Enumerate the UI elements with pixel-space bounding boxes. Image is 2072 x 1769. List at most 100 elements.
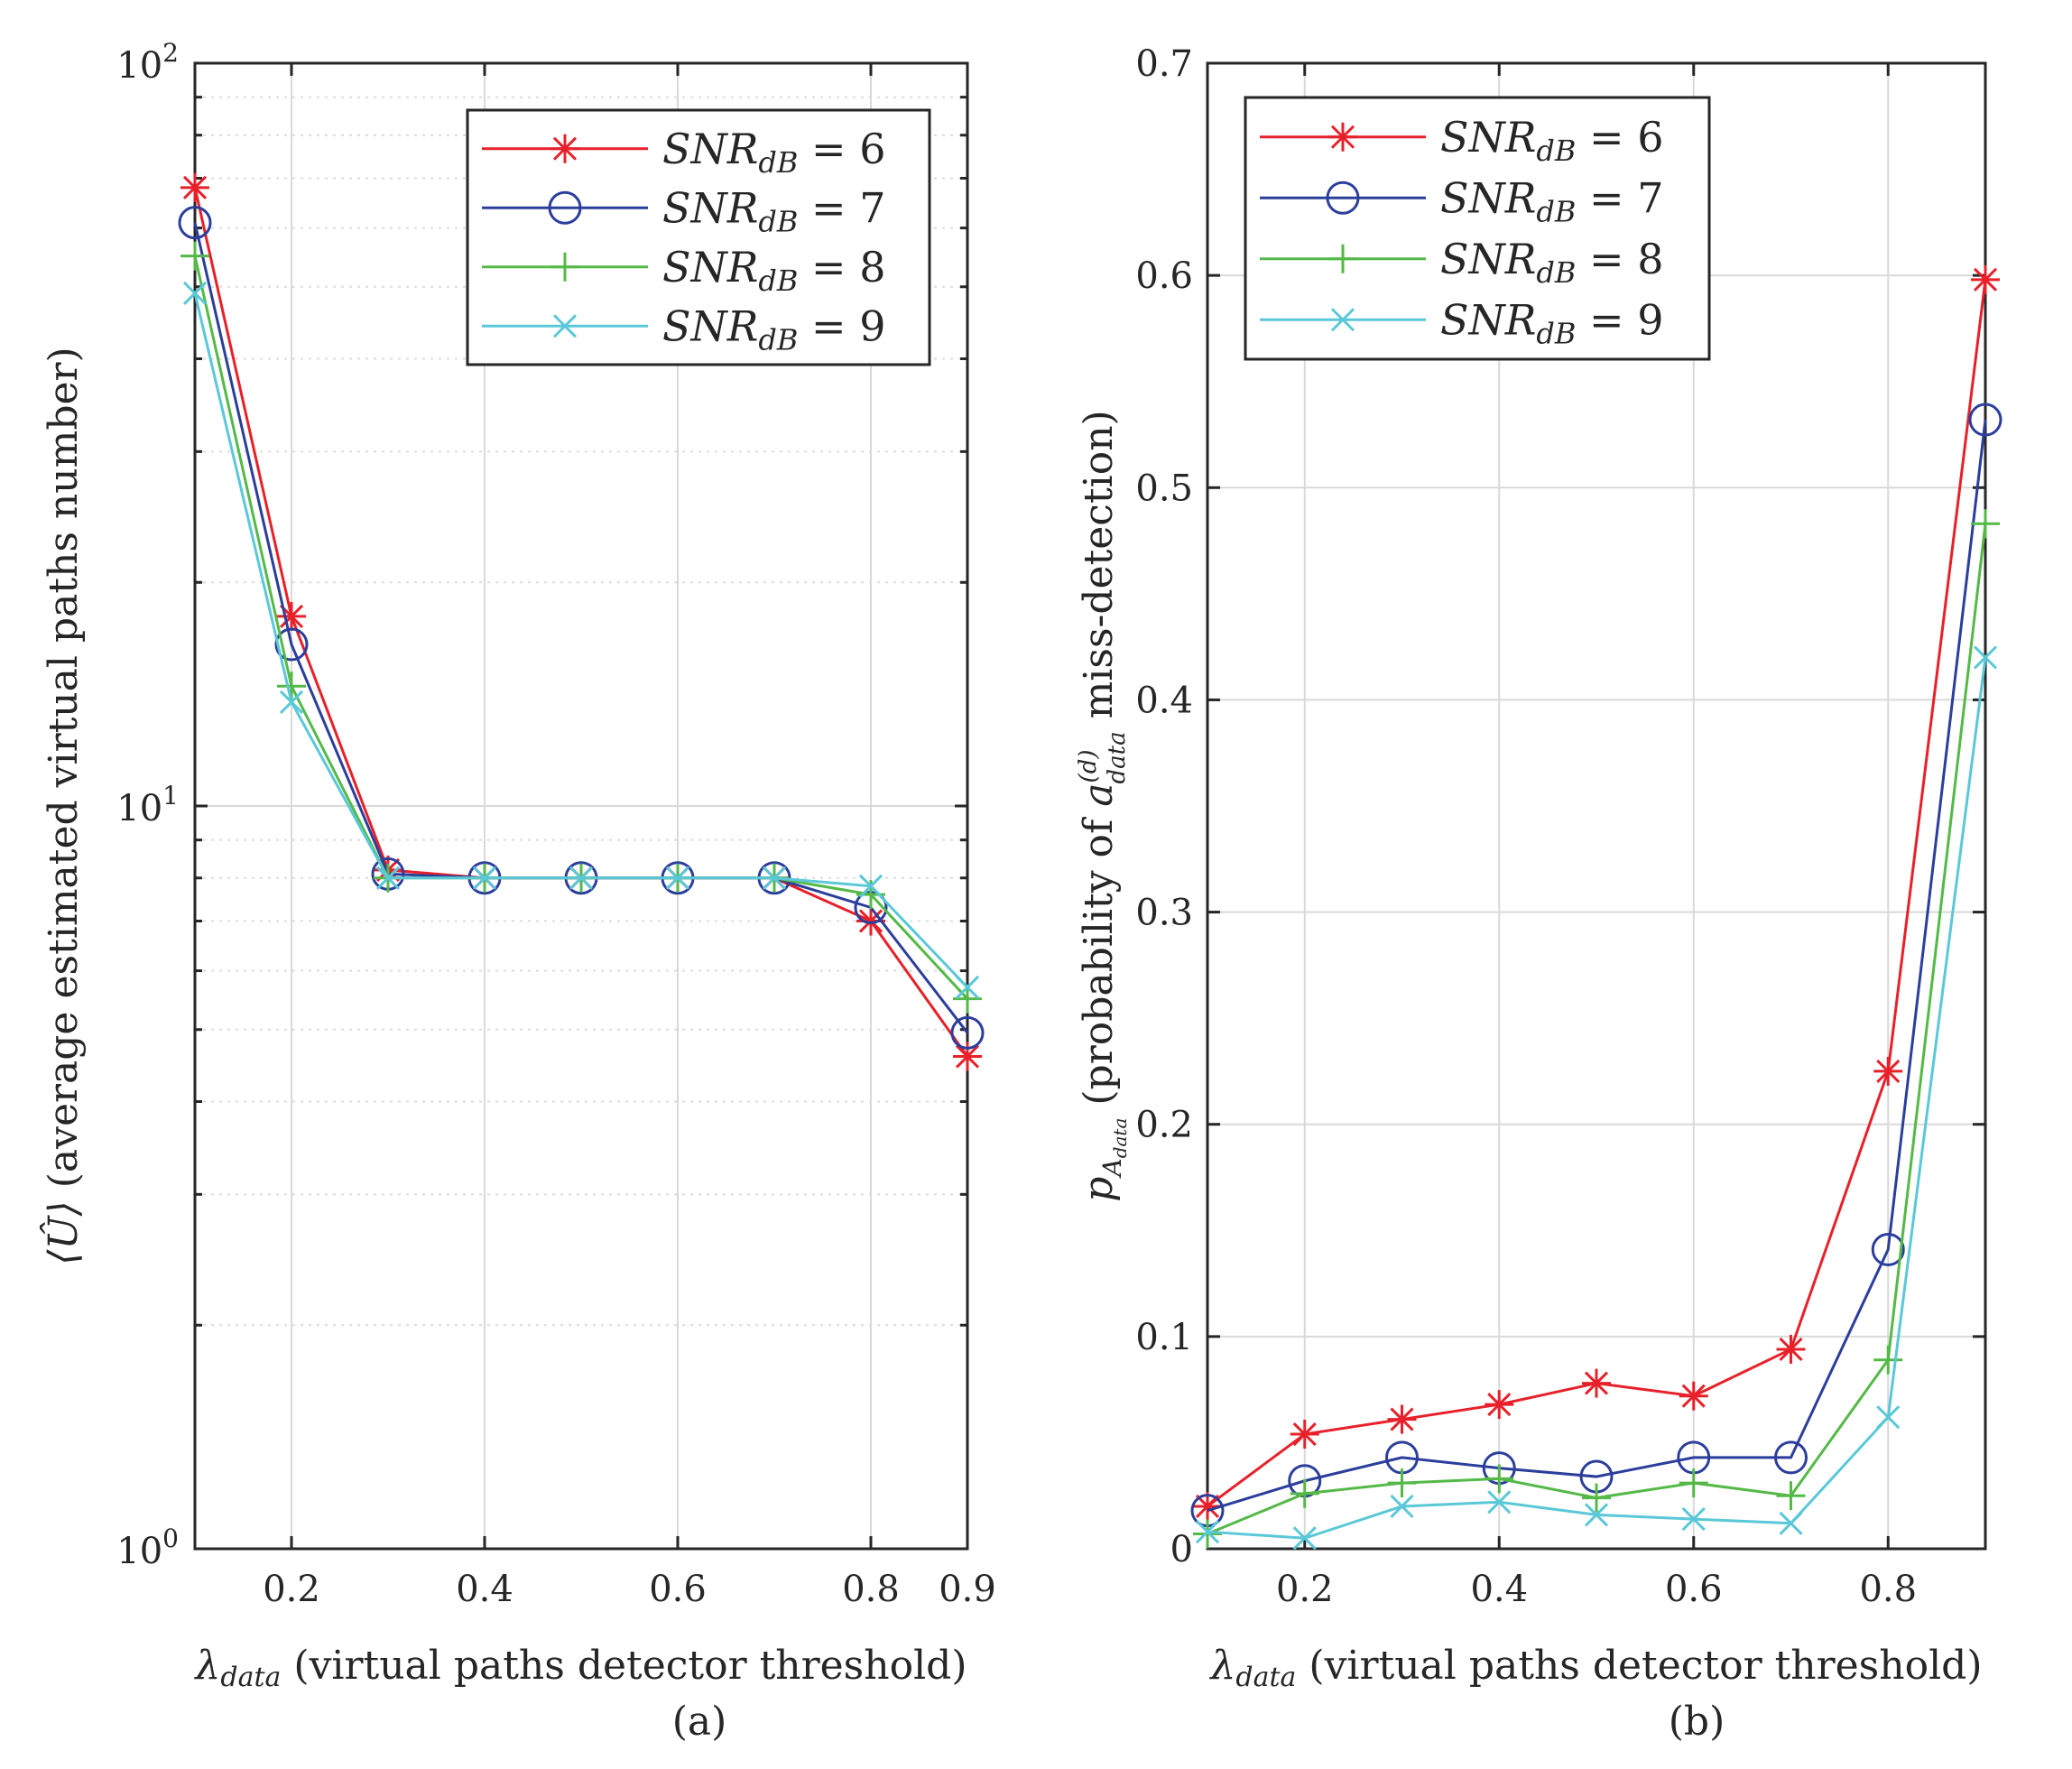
b-xtick-label: 0.2 bbox=[1276, 1569, 1334, 1610]
b-point-snr8 bbox=[1387, 1468, 1417, 1498]
b-point-snr7-circle bbox=[1871, 1232, 1905, 1266]
b-ytick-label: 0.5 bbox=[1135, 468, 1193, 509]
b-legend-marker-d2 bbox=[1330, 125, 1355, 149]
b-point-snr9-d2 bbox=[1487, 1490, 1512, 1514]
b-series bbox=[1190, 264, 2003, 1551]
b-point-snr9-d2 bbox=[1195, 1520, 1220, 1544]
b-legend-marker-circle bbox=[1326, 181, 1360, 215]
a-xtick-label: 0.9 bbox=[939, 1569, 996, 1610]
b-point-snr8 bbox=[1679, 1468, 1708, 1498]
b-ticks: 0.2 0.4 0.6 0.8 0 0.1 0.2 0.3 0.4 0.5 0.6 0.7 bbox=[1135, 43, 1985, 1610]
a-ytick-label: 101 bbox=[116, 781, 179, 829]
a-legend-label: SNRdB = 7 bbox=[662, 183, 885, 238]
b-point-snr6-d2 bbox=[1292, 1422, 1317, 1447]
b-point-snr6 bbox=[1387, 1404, 1417, 1434]
b-point-snr9-d2 bbox=[1973, 645, 1998, 670]
b-ytick-label: 0.6 bbox=[1135, 255, 1193, 297]
b-point-snr7-circle bbox=[1968, 403, 2003, 437]
a-xlabel: λdata (virtual paths detector threshold) bbox=[194, 1643, 967, 1693]
b-point-snr8 bbox=[1193, 1519, 1222, 1549]
a-point-snr6 bbox=[180, 172, 209, 202]
b-point-snr9-d2 bbox=[1292, 1526, 1317, 1551]
b-legend-marker bbox=[1330, 308, 1355, 332]
b-point-snr6-d2 bbox=[1390, 1407, 1414, 1431]
b-point-snr6-d2 bbox=[1876, 1059, 1901, 1083]
a-xtick-label: 0.6 bbox=[649, 1569, 707, 1610]
a-point-snr8 bbox=[180, 241, 209, 271]
b-xtick-label: 0.8 bbox=[1859, 1569, 1917, 1610]
b-axes-box bbox=[1206, 61, 1987, 1551]
a-point-snr9-d2 bbox=[279, 690, 304, 714]
a-point-snr6 bbox=[953, 1042, 982, 1071]
a-point-snr9-d2 bbox=[182, 281, 208, 306]
b-point-snr7 bbox=[1968, 403, 2003, 437]
a-point-snr6-d2 bbox=[182, 175, 208, 199]
a-legend-marker bbox=[552, 314, 578, 338]
b-point-snr9 bbox=[1292, 1526, 1317, 1551]
a-legend-marker bbox=[550, 134, 579, 163]
a-legend-marker bbox=[550, 252, 579, 282]
b-point-snr9-d2 bbox=[1779, 1511, 1803, 1535]
a-point-snr7-circle bbox=[950, 1015, 985, 1050]
b-caption: (b) bbox=[1669, 1699, 1725, 1745]
b-legend-label: SNRdB = 9 bbox=[1440, 295, 1663, 350]
b-point-snr6-d2 bbox=[1681, 1384, 1706, 1408]
b-point-snr9 bbox=[1973, 645, 1998, 670]
a-legend-label: SNRdB = 8 bbox=[662, 243, 885, 298]
b-point-snr6-d2 bbox=[1584, 1371, 1609, 1395]
a-point-snr9-d2 bbox=[955, 975, 980, 999]
a-point-snr9-d2 bbox=[665, 866, 690, 890]
a-point-snr9 bbox=[858, 874, 883, 898]
a-ticks: 0.2 0.4 0.6 0.8 0.9 100 101 102 bbox=[116, 38, 996, 1610]
a-legend-marker-d2 bbox=[552, 136, 578, 161]
b-point-snr9 bbox=[1487, 1490, 1512, 1514]
b-ytick-label: 0.1 bbox=[1135, 1317, 1193, 1358]
a-point-snr6-d2 bbox=[858, 909, 883, 933]
b-point-snr9-d2 bbox=[1584, 1503, 1609, 1527]
b-point-snr8 bbox=[1873, 1345, 1903, 1375]
a-ytick-label: 100 bbox=[116, 1524, 179, 1572]
a-legend-marker bbox=[548, 190, 582, 225]
a-point-snr9 bbox=[279, 690, 304, 714]
b-point-snr6 bbox=[1485, 1390, 1514, 1420]
a-point-snr9-d2 bbox=[762, 866, 787, 890]
b-point-snr7 bbox=[1871, 1232, 1905, 1266]
b-legend-marker bbox=[1326, 181, 1360, 215]
a-point-snr9 bbox=[182, 281, 208, 306]
b-point-snr7 bbox=[1774, 1440, 1808, 1475]
a-point-snr9 bbox=[955, 975, 980, 999]
a-caption: (a) bbox=[672, 1699, 727, 1745]
a-legend-label: SNRdB = 6 bbox=[662, 125, 885, 180]
b-legend-box bbox=[1244, 96, 1711, 361]
b-point-snr8 bbox=[1290, 1478, 1319, 1508]
b-point-snr6-d2 bbox=[1195, 1494, 1220, 1519]
b-ylabel: pAdata (probability of a(d)data miss-det… bbox=[1075, 410, 1131, 1201]
b-line-snr9 bbox=[1207, 657, 1987, 1540]
a-xtick-label: 0.8 bbox=[842, 1569, 900, 1610]
b-legend-label: SNRdB = 8 bbox=[1440, 235, 1663, 290]
b-line-snr7 bbox=[1207, 419, 1987, 1513]
a-point-snr9-d2 bbox=[858, 874, 883, 898]
b-point-snr9 bbox=[1779, 1511, 1803, 1535]
a-point-snr6-d2 bbox=[955, 1044, 980, 1069]
b-xtick-label: 0.4 bbox=[1470, 1569, 1528, 1610]
a-point-snr8 bbox=[277, 671, 306, 701]
b-ytick-label: 0.7 bbox=[1135, 43, 1193, 85]
b-point-snr9-d2 bbox=[1681, 1507, 1706, 1532]
a-point-snr9 bbox=[762, 866, 787, 890]
a-point-snr9 bbox=[375, 866, 401, 890]
a-ytick-label: 102 bbox=[116, 38, 179, 87]
b-point-snr6-d2 bbox=[1779, 1337, 1803, 1362]
b-point-snr9-d2 bbox=[1876, 1405, 1901, 1430]
b-point-snr8 bbox=[1485, 1464, 1514, 1494]
b-line-snr6 bbox=[1207, 279, 1987, 1508]
b-point-snr7-circle bbox=[1774, 1440, 1808, 1475]
b-point-snr9 bbox=[1584, 1503, 1609, 1527]
b-point-snr6-d2 bbox=[1487, 1393, 1512, 1417]
b-point-snr8 bbox=[1776, 1481, 1806, 1511]
a-legend-marker-circle bbox=[548, 190, 582, 225]
